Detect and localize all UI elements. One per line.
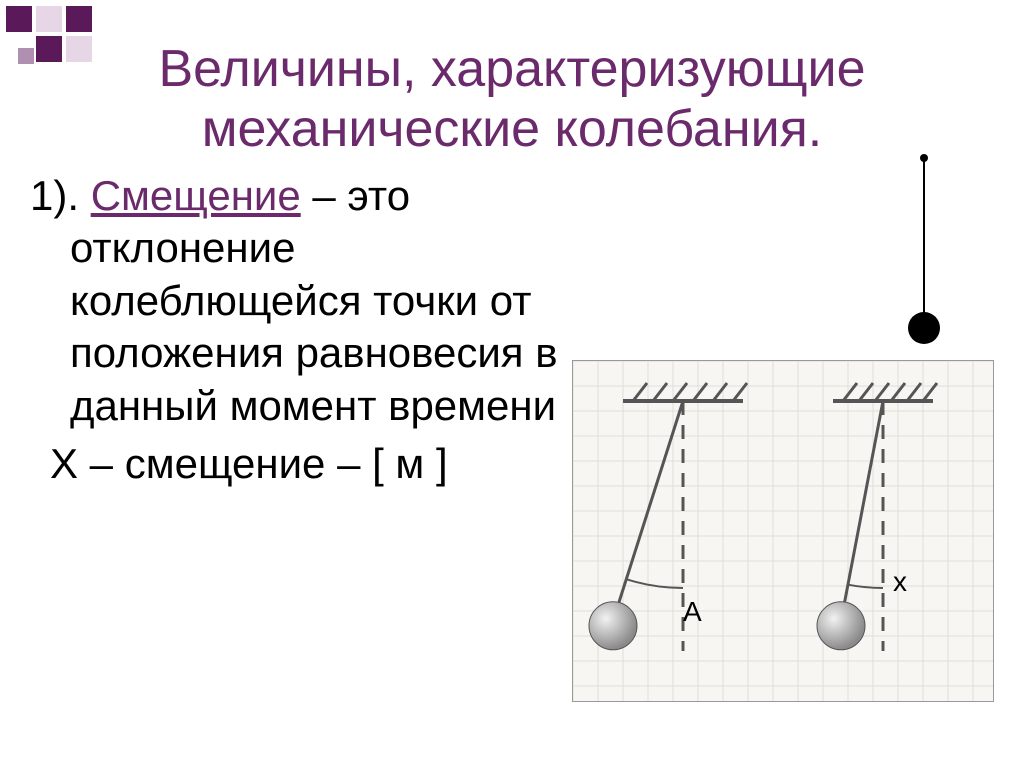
- def-formula: X – смещение – [ м ]: [50, 438, 570, 491]
- slide-title: Величины, характеризующие механические к…: [0, 0, 1024, 160]
- deco-squares: [0, 0, 110, 80]
- pendulum-diagram: Ax: [572, 360, 994, 702]
- diagram-column: Ax: [570, 170, 994, 491]
- svg-text:A: A: [683, 596, 702, 627]
- content-row: 1). Смещение – это отклонение колеблющей…: [0, 170, 1024, 491]
- def-number: 1).: [30, 172, 79, 219]
- svg-text:x: x: [893, 566, 907, 597]
- def-dash: –: [312, 172, 335, 219]
- pendulum-simple-icon: [884, 150, 964, 360]
- def-term: Смещение: [91, 172, 301, 219]
- definition-block: 1). Смещение – это отклонение колеблющей…: [30, 170, 570, 491]
- def-body: отклонение колеблющейся точки от положен…: [70, 222, 570, 432]
